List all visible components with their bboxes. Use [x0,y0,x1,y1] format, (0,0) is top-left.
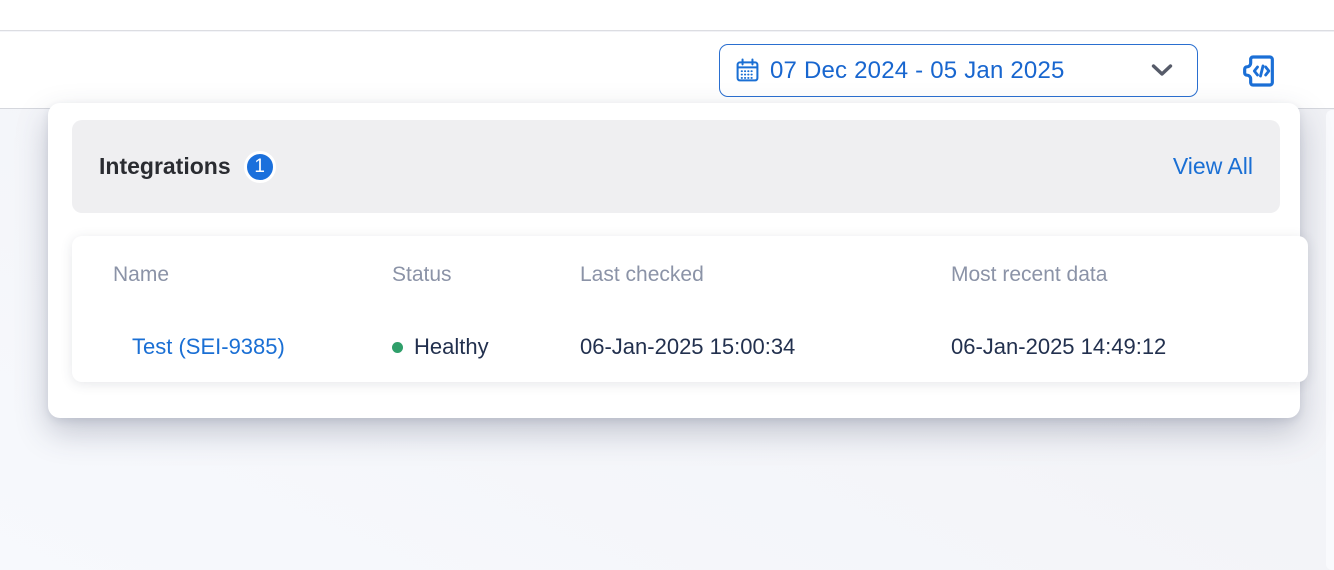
scrollbar-track[interactable] [1326,110,1334,570]
popover-title: Integrations [99,153,231,179]
count-badge: 1 [243,150,276,183]
integrations-header-band: Integrations 1 View All [72,120,1280,213]
integration-name-link[interactable]: Test (SEI-9385) [132,334,285,359]
integrations-popover: Integrations 1 View All Name Status Last… [48,103,1308,418]
embed-code-icon [1238,51,1278,91]
date-range-label: 07 Dec 2024 - 05 Jan 2025 [770,56,1065,84]
status-cell: Healthy [392,333,580,361]
column-header-status: Status [392,263,452,286]
column-header-name: Name [113,263,170,286]
view-all-link[interactable]: View All [1172,153,1253,179]
column-header-last-checked: Last checked [580,263,704,286]
healthy-status-dot [392,341,403,353]
table-header-row: Name Status Last checked Most recent dat… [72,236,1308,288]
calendar-icon [734,57,761,84]
chevron-down-icon [1151,64,1173,77]
status-label: Healthy [414,334,489,359]
column-header-most-recent-data: Most recent data [951,263,1108,286]
top-window-strip [0,0,1334,31]
most-recent-data-value: 06-Jan-2025 14:49:12 [951,334,1167,359]
table-row: Test (SEI-9385) Healthy 06-Jan-2025 15:0… [72,333,1308,361]
last-checked-value: 06-Jan-2025 15:00:34 [580,334,796,359]
date-range-button[interactable]: 07 Dec 2024 - 05 Jan 2025 [719,44,1198,97]
integrations-table-card: Name Status Last checked Most recent dat… [72,236,1308,382]
embed-code-button[interactable] [1238,51,1278,91]
